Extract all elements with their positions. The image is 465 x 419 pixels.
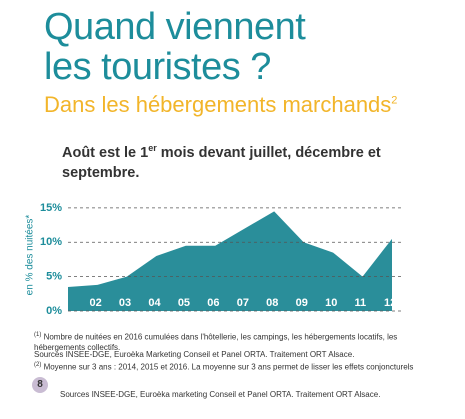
x-tick-label: 12 mois (384, 297, 425, 309)
title-line: les touristes ? (44, 46, 271, 88)
y-tick-label: 15% (40, 202, 62, 214)
y-tick-label: 10% (40, 236, 62, 248)
area (68, 211, 392, 311)
x-tick-label: 02 (89, 297, 101, 309)
y-tick-label: 5% (46, 271, 62, 283)
title-line: Quand viennent (44, 6, 306, 48)
x-tick-label: 08 (266, 297, 278, 309)
text: Août est le 1 (62, 144, 149, 161)
x-tick-label: 03 (119, 297, 131, 309)
body-text: Août est le 1er mois devant juillet, déc… (62, 138, 402, 183)
x-tick-label: 06 (207, 297, 219, 309)
subtitle: Dans les hébergements marchands2 (44, 92, 397, 118)
footnote-marker: (2) (34, 362, 42, 368)
chart: en % des nuitées* 0% 5% 10% 15% 02 03 04 05 06 07… (25, 202, 425, 317)
footnote-ref: 2 (391, 94, 398, 107)
footnote-marker: (1) (34, 332, 42, 338)
x-tick-label: 11 (355, 297, 367, 309)
x-tick-label: 04 (148, 297, 161, 309)
source: Sources INSEE-DGE, Euroèka Marketing Con… (34, 350, 355, 359)
x-tick-label: 10 (325, 297, 337, 309)
text: mois devant juillet, décembre et septemb… (62, 144, 381, 181)
footnote-text: Nombre de nuitées en 2016 cumulées dans … (34, 332, 398, 352)
footnote-text: Moyenne sur 3 ans : 2014, 2015 et 2016. … (41, 362, 414, 372)
footnote: (2) Moyenne sur 3 ans : 2014, 2015 et 20… (34, 360, 444, 373)
y-axis-label: en % des nuitées* (25, 215, 36, 296)
footnote: (1) Nombre de nuitées en 2016 cumulées d… (34, 330, 444, 353)
x-tick-label: 07 (237, 297, 249, 309)
superscript: er (148, 143, 157, 153)
y-tick-label: 0% (46, 305, 62, 317)
x-tick-label: 09 (296, 297, 308, 309)
page-number: 8 (32, 377, 48, 393)
x-tick-label: 05 (178, 297, 190, 309)
source: Sources INSEE-DGE, Euroèka marketing Con… (60, 390, 381, 399)
subtitle-text: Dans les hébergements marchands (44, 92, 392, 117)
